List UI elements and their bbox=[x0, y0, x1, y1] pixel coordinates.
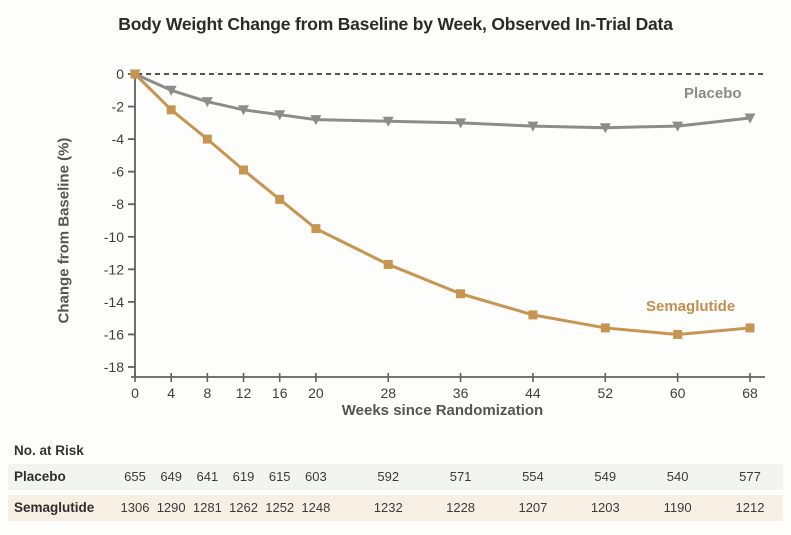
semaglutide-marker bbox=[600, 323, 610, 333]
risk-table-heading: No. at Risk bbox=[14, 443, 84, 458]
risk-count-cell: 571 bbox=[449, 469, 472, 484]
placebo-marker bbox=[382, 116, 394, 127]
risk-count-cell: 1290 bbox=[156, 500, 186, 515]
semaglutide-marker bbox=[239, 165, 249, 175]
semaglutide-marker bbox=[275, 194, 285, 204]
semaglutide-marker bbox=[383, 259, 393, 269]
semaglutide-marker bbox=[745, 323, 755, 333]
risk-count-cell: 1212 bbox=[735, 500, 765, 515]
svg-text:-2: -2 bbox=[112, 99, 125, 115]
semaglutide-marker bbox=[202, 134, 212, 144]
risk-count-cell: 549 bbox=[594, 469, 617, 484]
placebo-marker bbox=[672, 121, 684, 132]
risk-count-cell: 603 bbox=[305, 469, 327, 484]
risk-row-label: Placebo bbox=[14, 469, 66, 484]
risk-count-cell: 1252 bbox=[265, 500, 295, 515]
semaglutide-marker bbox=[528, 310, 538, 320]
risk-count-cell: 1228 bbox=[446, 500, 476, 515]
risk-count-cell: 577 bbox=[739, 469, 761, 484]
risk-count-cell: 1207 bbox=[518, 500, 548, 515]
svg-text:-16: -16 bbox=[104, 326, 124, 342]
placebo-marker bbox=[201, 97, 213, 108]
placebo-marker bbox=[527, 121, 539, 132]
placebo-marker bbox=[165, 85, 177, 96]
svg-text:20: 20 bbox=[308, 385, 324, 401]
placebo-marker bbox=[310, 115, 322, 126]
svg-text:28: 28 bbox=[380, 385, 396, 401]
svg-text:0: 0 bbox=[116, 66, 124, 82]
svg-text:12: 12 bbox=[236, 385, 252, 401]
placebo-marker bbox=[744, 113, 756, 124]
placebo-line bbox=[133, 72, 752, 130]
svg-text:36: 36 bbox=[453, 385, 469, 401]
svg-text:-12: -12 bbox=[104, 261, 124, 277]
svg-text:-4: -4 bbox=[112, 131, 125, 147]
svg-text:4: 4 bbox=[167, 385, 175, 401]
svg-text:44: 44 bbox=[525, 385, 541, 401]
risk-count-cell: 641 bbox=[196, 469, 219, 484]
svg-text:52: 52 bbox=[598, 385, 614, 401]
risk-count-cell: 554 bbox=[522, 469, 544, 484]
svg-text:60: 60 bbox=[670, 385, 686, 401]
chart-title: Body Weight Change from Baseline by Week… bbox=[118, 14, 673, 34]
risk-count-cell: 592 bbox=[377, 469, 400, 484]
placebo-marker bbox=[455, 118, 467, 129]
svg-text:-14: -14 bbox=[104, 294, 124, 310]
placebo-series-label: Placebo bbox=[684, 85, 742, 102]
placebo-marker bbox=[238, 105, 250, 116]
risk-count-cell: 1281 bbox=[192, 500, 222, 515]
risk-count-cell: 1248 bbox=[301, 500, 331, 515]
risk-count-cell: 540 bbox=[666, 469, 689, 484]
semaglutide-marker bbox=[130, 69, 140, 79]
risk-count-cell: 1262 bbox=[229, 500, 258, 515]
risk-count-cell: 655 bbox=[124, 469, 146, 484]
semaglutide-line bbox=[133, 72, 752, 336]
svg-text:16: 16 bbox=[272, 385, 288, 401]
svg-text:8: 8 bbox=[203, 385, 211, 401]
semaglutide-marker bbox=[166, 105, 176, 115]
risk-count-cell: 1232 bbox=[373, 500, 403, 515]
risk-count-cell: 649 bbox=[160, 469, 183, 484]
risk-count-cell: 615 bbox=[268, 469, 291, 484]
semaglutide-series-label: Semaglutide bbox=[646, 298, 736, 315]
svg-text:68: 68 bbox=[742, 385, 758, 401]
risk-count-cell: 1306 bbox=[120, 500, 150, 515]
svg-text:-6: -6 bbox=[112, 164, 125, 180]
risk-count-cell: 1203 bbox=[590, 500, 620, 515]
y-axis-title: Change from Baseline (%) bbox=[55, 137, 73, 324]
svg-text:0: 0 bbox=[131, 385, 139, 401]
risk-count-cell: 619 bbox=[232, 469, 255, 484]
risk-row-semaglutide: Semaglutide 1306 1290 1281 1262 1252 1248 1232… bbox=[8, 495, 783, 521]
semaglutide-marker bbox=[673, 329, 683, 339]
placebo-marker bbox=[274, 110, 286, 121]
risk-row-placebo: Placebo 655 649 641 619 615 603 592 571 554 549 54… bbox=[8, 464, 783, 490]
risk-count-cell: 1190 bbox=[663, 500, 692, 515]
risk-row-label: Semaglutide bbox=[14, 500, 95, 515]
svg-text:-18: -18 bbox=[104, 359, 124, 375]
placebo-marker bbox=[599, 123, 611, 134]
semaglutide-marker bbox=[456, 289, 466, 299]
svg-text:-10: -10 bbox=[104, 229, 124, 245]
x-axis-title: Weeks since Randomization bbox=[341, 402, 544, 419]
semaglutide-marker bbox=[311, 224, 321, 234]
weight-change-line-chart: 0 -2 -4 -6 -8 -10 -12 -14 -16 -18 0 4 8 12 16 20 28 36 44 5… bbox=[104, 66, 765, 401]
svg-text:-8: -8 bbox=[112, 196, 125, 212]
